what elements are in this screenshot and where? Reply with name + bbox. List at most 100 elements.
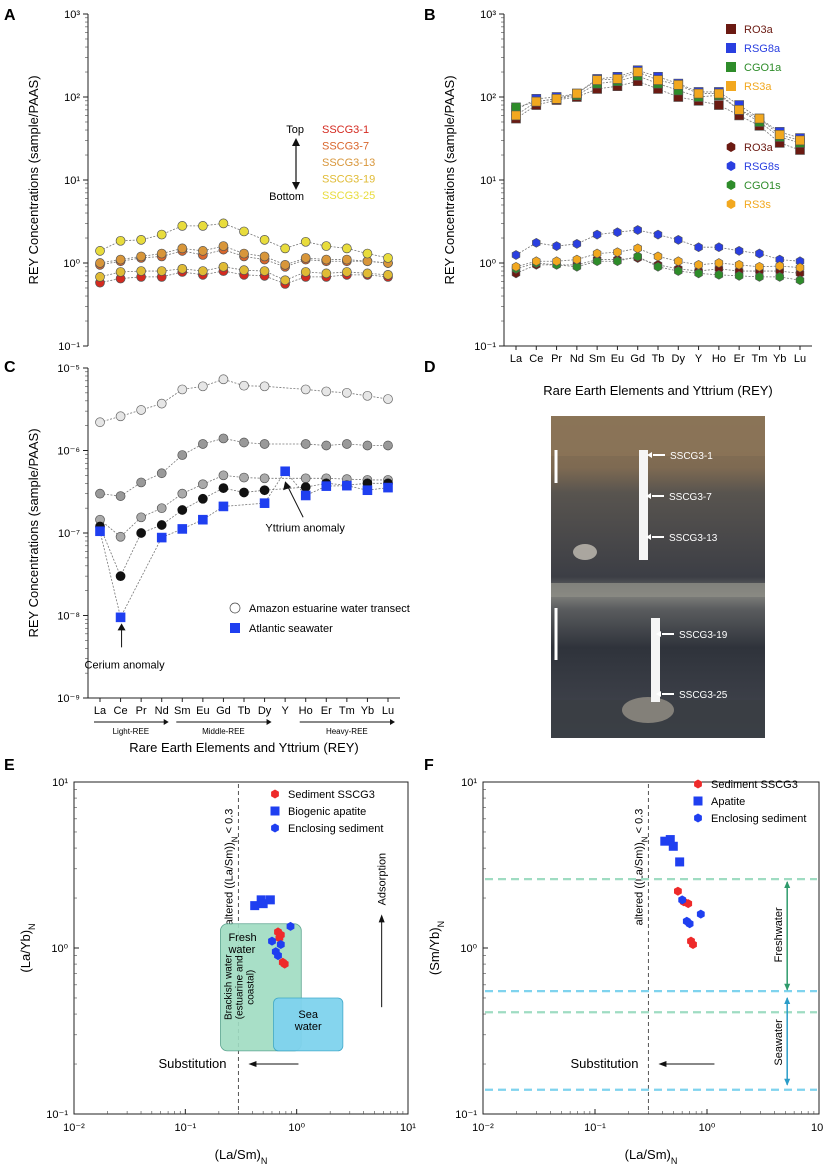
data-point — [342, 387, 352, 398]
x-tick-label: 10⁰ — [288, 1122, 305, 1134]
group-label: Light-REE — [113, 727, 149, 736]
data-point — [259, 266, 270, 276]
data-point — [218, 241, 229, 251]
x-tick-label: 10⁻¹ — [174, 1122, 196, 1134]
series-line — [515, 256, 801, 281]
data-point — [689, 940, 697, 949]
data-point — [633, 251, 642, 262]
data-point — [734, 105, 744, 115]
y-tick-label: 10⁰ — [460, 943, 477, 955]
data-point — [321, 268, 332, 279]
data-point — [321, 254, 332, 265]
data-point — [259, 498, 270, 508]
data-point — [198, 381, 208, 392]
sample-arrow-head — [647, 452, 652, 458]
series-line — [515, 257, 801, 274]
data-point — [136, 477, 146, 488]
data-point — [177, 505, 188, 515]
data-point — [239, 487, 249, 498]
legend-entry: Atlantic seawater — [249, 623, 333, 635]
region-label: Sea — [298, 1009, 318, 1021]
data-point — [551, 94, 562, 104]
data-point — [115, 612, 126, 623]
data-point — [774, 130, 785, 140]
y-tick-label: 10⁰ — [63, 258, 80, 270]
legend-marker — [726, 142, 736, 152]
y-tick-label: 10⁰ — [51, 943, 68, 955]
data-point — [177, 221, 188, 231]
data-point — [633, 243, 642, 254]
legend-entry: CGO1a — [744, 62, 782, 74]
data-point — [552, 241, 561, 251]
y-tick-label: 10⁻⁶ — [57, 446, 80, 458]
grey-band — [551, 583, 765, 597]
x-tick-label: Ce — [529, 353, 543, 365]
chart-A: 10⁻¹ 10⁰ 10¹ 10² 10³ REY Concentrations (samp… — [26, 9, 393, 353]
data-point — [198, 246, 208, 256]
y-tick-label: 10⁻¹ — [58, 341, 80, 353]
data-point — [362, 268, 373, 279]
legend-marker — [693, 796, 703, 806]
data-point — [198, 439, 208, 449]
plot-frame — [482, 781, 820, 1115]
group-label: Heavy-REE — [326, 727, 368, 736]
data-point — [156, 503, 167, 514]
data-point — [259, 439, 270, 449]
legend-entry: RSG8s — [744, 161, 780, 173]
legend-entry: RS3a — [744, 81, 772, 93]
data-point — [274, 951, 282, 961]
data-point — [300, 253, 311, 263]
data-point — [265, 895, 275, 905]
data-point — [511, 102, 521, 113]
data-point — [136, 235, 146, 245]
panel-label-e: E — [4, 757, 15, 774]
data-point — [613, 247, 622, 258]
data-point — [734, 271, 744, 281]
freshwater-label: Freshwater — [773, 907, 785, 962]
legend-entry: SSCG3-1 — [322, 124, 369, 136]
data-point — [177, 384, 188, 395]
data-point — [115, 267, 126, 277]
data-point — [714, 258, 724, 268]
data-point — [218, 261, 229, 272]
x-tick-label: 10⁻¹ — [584, 1122, 606, 1134]
data-point — [95, 488, 105, 499]
data-point — [775, 261, 784, 271]
legend-f: Sediment SSCG3 Apatite Enclosing sediment — [693, 779, 806, 825]
legend-entry: RO3a — [744, 142, 774, 154]
legend-entry: SSCG3-7 — [322, 141, 369, 153]
legend-marker — [726, 43, 736, 53]
x-tick-label: Yb — [773, 353, 786, 365]
data-point — [795, 135, 805, 146]
x-axis-title: (La/Sm)N — [215, 1147, 268, 1166]
data-point — [362, 485, 373, 496]
brackish-label: Brackish water (estuarine and coastal) — [223, 954, 256, 1020]
data-point — [239, 472, 249, 483]
y-tick-label: 10² — [480, 92, 496, 104]
data-point — [665, 835, 675, 845]
data-point — [276, 940, 285, 949]
data-point — [198, 479, 208, 490]
sample-label: SSCG3-25 — [679, 690, 728, 701]
legend-entry: SSCG3-19 — [322, 174, 375, 186]
y-axis-title-main: (Sm/Yb) — [427, 927, 442, 975]
data-point — [612, 74, 623, 84]
data-point — [572, 88, 582, 99]
data-point — [156, 248, 167, 259]
x-tick-label: Nd — [155, 705, 169, 717]
data-point — [531, 96, 542, 107]
cerium-anomaly-label: Cerium anomaly — [85, 659, 166, 671]
x-tick-label: 10⁻² — [472, 1122, 494, 1134]
data-point — [592, 248, 602, 259]
outcrop-photo: SSCG3-1 SSCG3-7 SSCG3-13 SSCG3-19 SSCG3-25 — [551, 416, 765, 738]
data-point — [218, 433, 229, 444]
data-point — [275, 933, 284, 943]
x-tick-label: Y — [281, 705, 289, 717]
data-point — [592, 256, 602, 267]
data-point — [280, 243, 290, 254]
group-arrow — [266, 719, 272, 725]
x-axis-title-sub: N — [261, 1156, 268, 1166]
data-point — [342, 254, 352, 265]
data-point — [755, 248, 764, 259]
y-tick-label: 10⁻⁸ — [57, 611, 80, 623]
